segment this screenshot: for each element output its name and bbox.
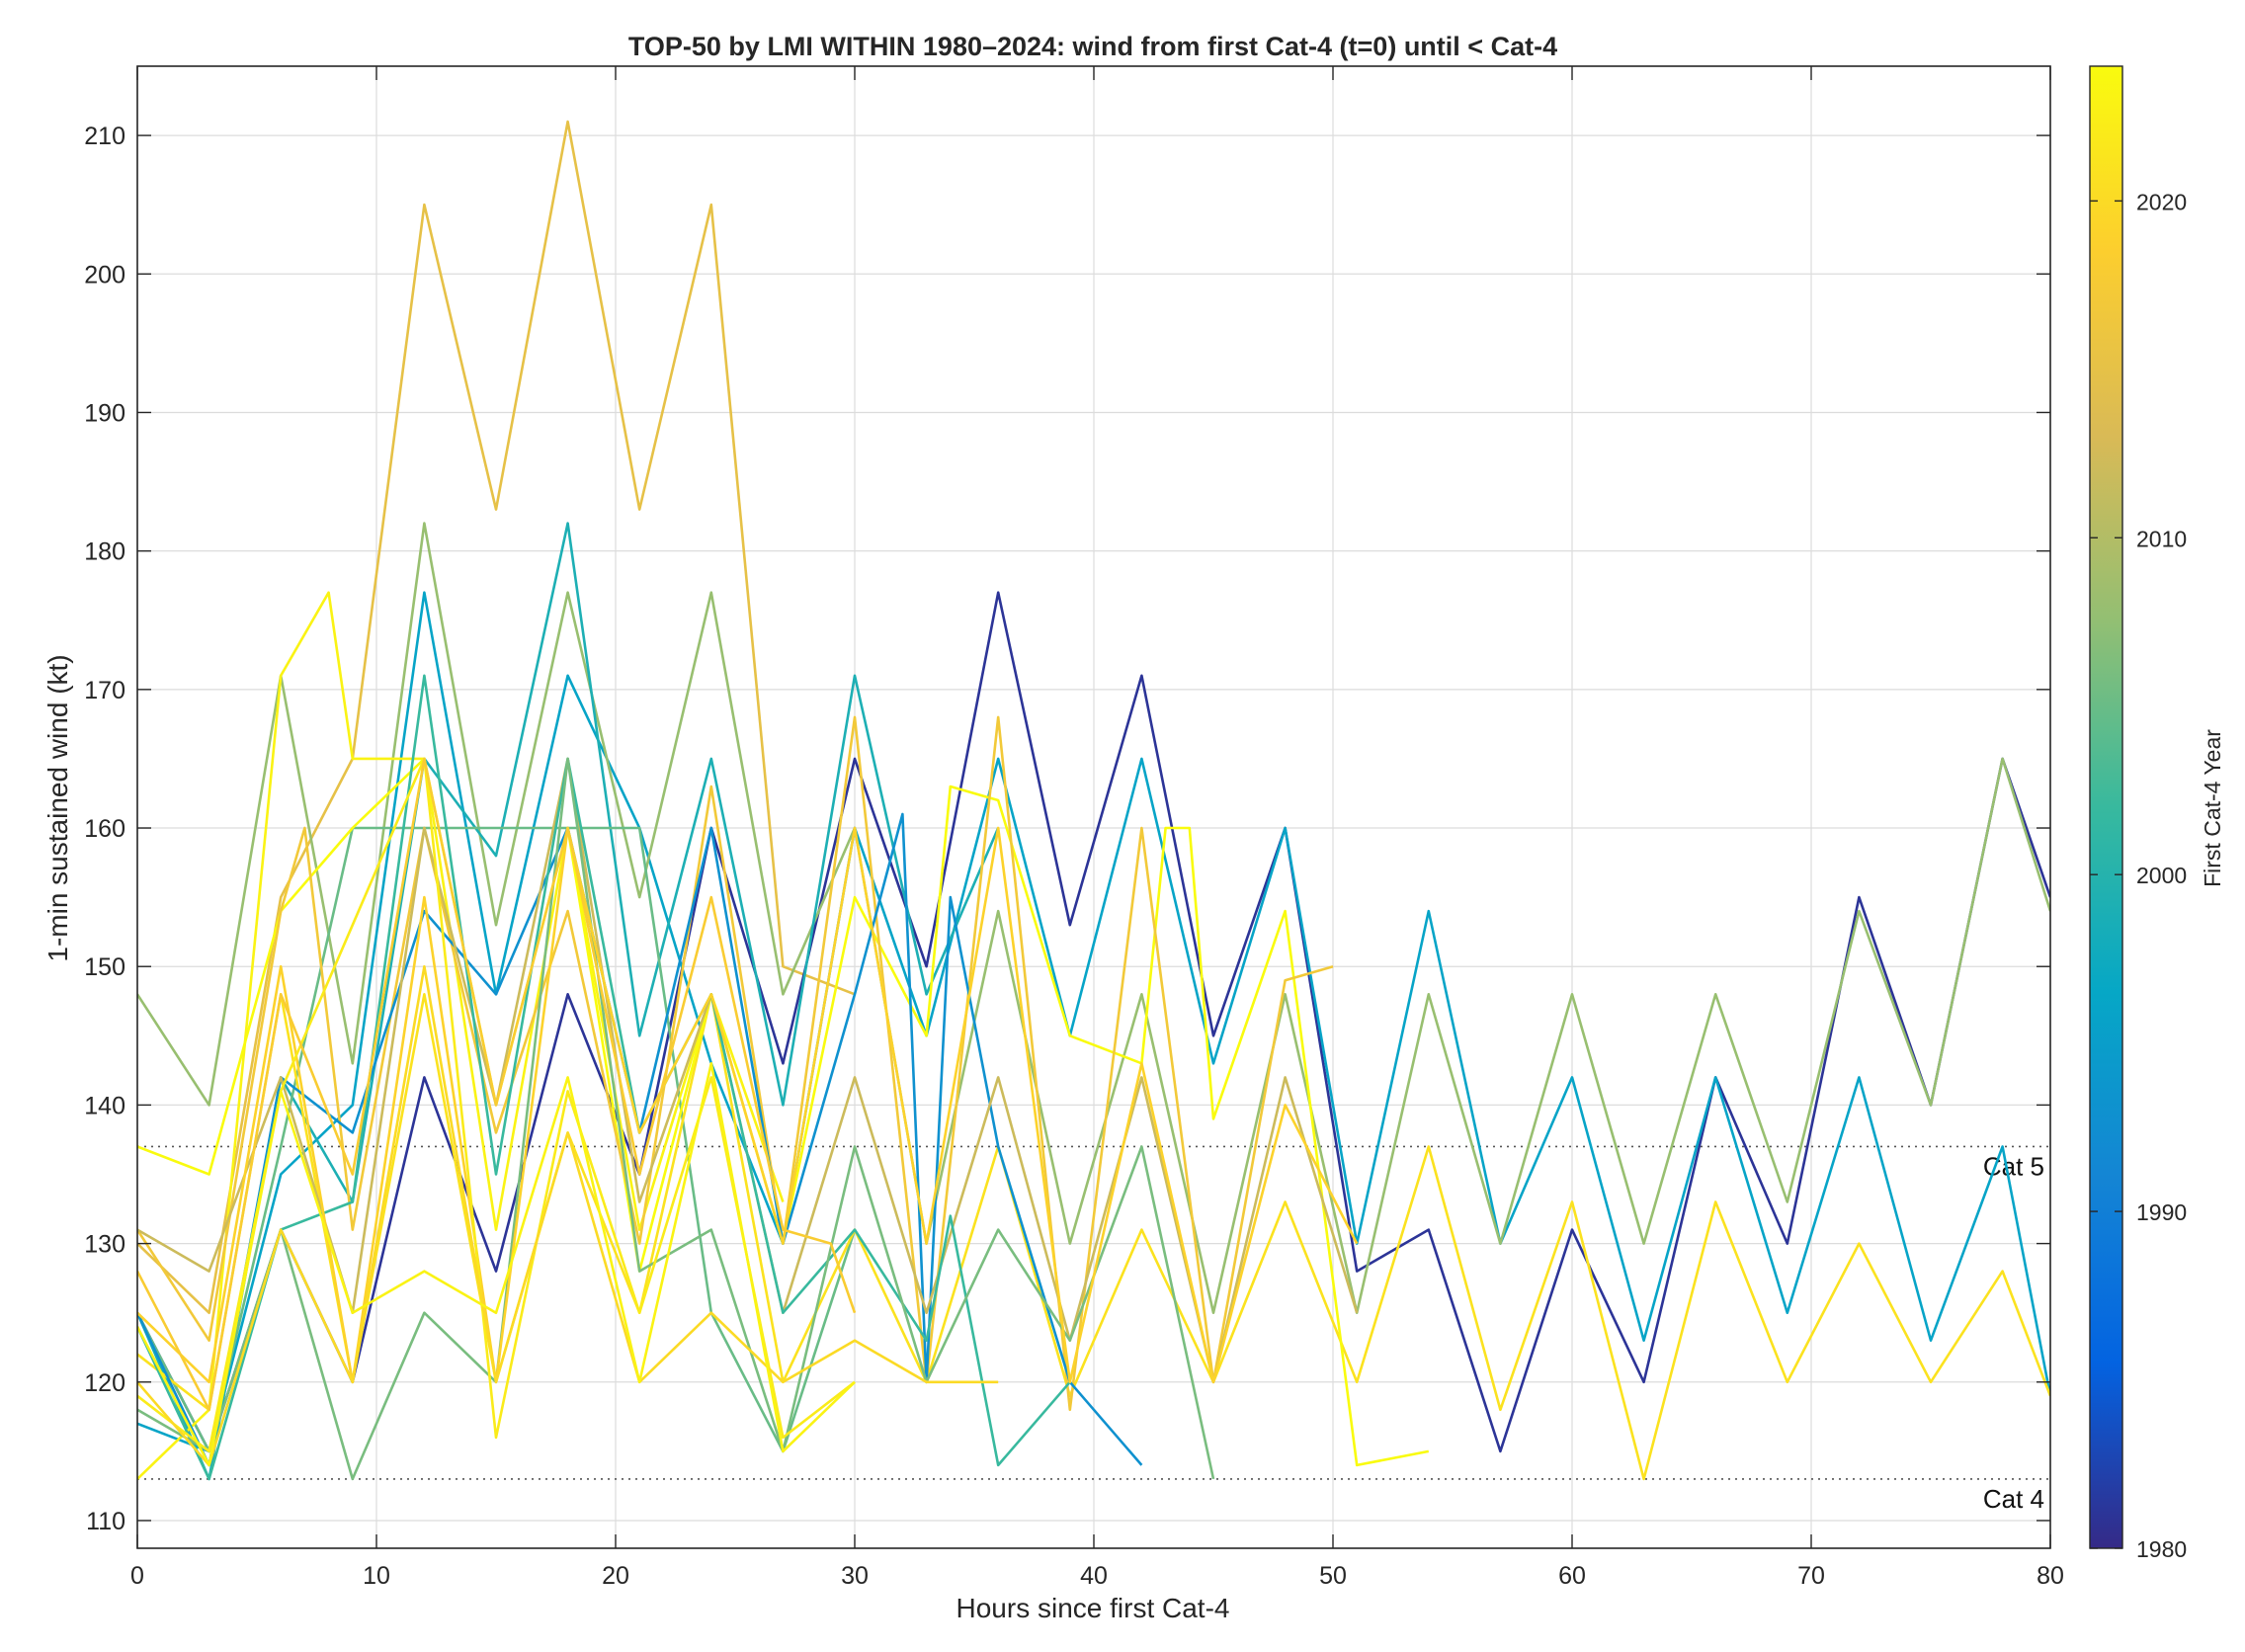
y-tick-label: 130 [84, 1231, 125, 1259]
series-line [137, 757, 1215, 1481]
y-tick-label: 140 [84, 1092, 125, 1119]
x-tick-label: 70 [1797, 1562, 1825, 1590]
series-line [137, 715, 1334, 1412]
grid-lines [136, 66, 2051, 1548]
y-axis-ticks: 110 120 130 140 150 160 170 180 190 200 210 [84, 123, 2050, 1535]
colorbar-tick-label: 2000 [2136, 863, 2187, 888]
series-line [137, 826, 1359, 1384]
series-line [137, 992, 2050, 1481]
threshold-label: Cat 4 [1983, 1484, 2044, 1514]
y-tick-label: 200 [84, 261, 125, 289]
series-line [137, 757, 1430, 1467]
y-tick-label: 150 [84, 953, 125, 981]
series-line [137, 826, 857, 1453]
y-tick-label: 210 [84, 123, 125, 150]
y-tick-label: 180 [84, 538, 125, 566]
colorbar-label: First Cat-4 Year [2200, 729, 2225, 887]
x-axis-ticks: 0 10 20 30 40 50 60 70 80 [130, 66, 2064, 1590]
series-line [137, 1062, 856, 1467]
y-tick-label: 190 [84, 399, 125, 427]
x-axis-label: Hours since first Cat-4 [956, 1593, 1230, 1623]
y-axis-label: 1-min sustained wind (kt) [42, 654, 73, 961]
threshold-label: Cat 5 [1983, 1151, 2044, 1181]
colorbar-tick-label: 2020 [2136, 189, 2187, 214]
chart-title: TOP-50 by LMI WITHIN 1980–2024: wind fro… [628, 32, 1557, 61]
series-line [137, 120, 856, 1314]
series-lines [137, 120, 2050, 1481]
colorbar-tick-label: 1990 [2136, 1199, 2187, 1225]
x-tick-label: 30 [841, 1562, 869, 1590]
x-tick-label: 60 [1558, 1562, 1586, 1590]
x-tick-label: 10 [363, 1562, 390, 1590]
y-tick-label: 120 [84, 1369, 125, 1397]
colorbar-ticks: 1980 1990 2000 2010 2020 [2090, 189, 2187, 1562]
series-line [137, 757, 857, 1412]
x-tick-label: 0 [130, 1562, 144, 1590]
x-tick-label: 50 [1319, 1562, 1347, 1590]
colorbar-tick-label: 2010 [2136, 526, 2187, 551]
colorbar-tick-label: 1980 [2136, 1536, 2187, 1562]
x-tick-label: 80 [2037, 1562, 2064, 1590]
y-tick-label: 170 [84, 677, 125, 704]
x-tick-label: 40 [1080, 1562, 1108, 1590]
x-tick-label: 20 [602, 1562, 629, 1590]
y-tick-label: 160 [84, 815, 125, 843]
series-line [137, 964, 999, 1467]
y-tick-label: 110 [86, 1508, 125, 1535]
series-line [137, 591, 2050, 1453]
colorbar [2089, 65, 2123, 1549]
